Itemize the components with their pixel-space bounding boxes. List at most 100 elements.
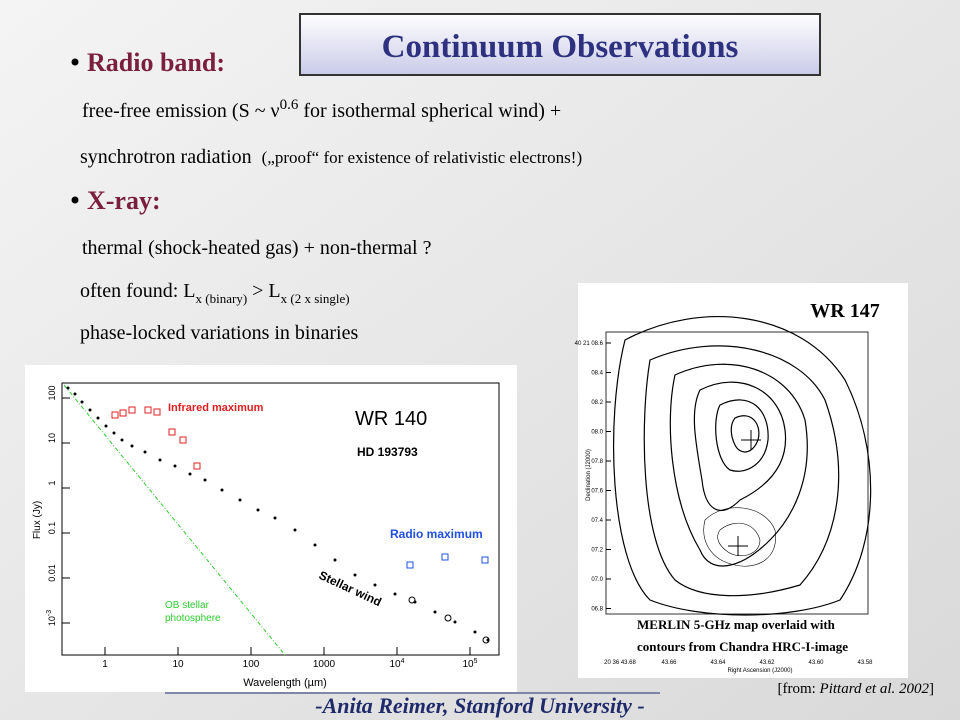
text: often found: L: [80, 280, 196, 302]
label: HD 193793: [357, 445, 418, 459]
tick-label: 43.64: [710, 660, 726, 666]
flux-point: [80, 400, 84, 404]
axis-label: Right Ascension (J2000): [727, 668, 792, 674]
tick-base: 10: [462, 659, 474, 670]
tick-label: 07.0: [591, 577, 603, 583]
subscript: x (binary): [196, 291, 248, 306]
figure-wr147: WR 147 Declination (J2000) Right Ascensi…: [575, 283, 908, 678]
radio-obs: [482, 636, 490, 644]
text: free-free emission (S ~ ν: [82, 100, 280, 122]
flux-point: [333, 558, 337, 562]
caption: MERLIN 5-GHz map overlaid with: [637, 617, 836, 632]
radio-obs: [444, 614, 452, 622]
flux-point: [88, 408, 92, 412]
tick-label: 104: [389, 658, 404, 670]
flux-point: [353, 573, 357, 577]
tick-label: 1: [102, 659, 108, 670]
heading: Radio band:: [87, 48, 225, 77]
superscript: 0.6: [280, 97, 299, 113]
tick-label: 07.8: [591, 459, 603, 465]
text: ]: [929, 681, 934, 697]
bullet: [71, 58, 79, 66]
tick-label: 0.01: [47, 564, 57, 582]
label: OB stellar: [165, 600, 210, 611]
flux-point: [220, 488, 224, 492]
flux-point: [393, 592, 397, 596]
footer: -Anita Reimer, Stanford University -: [315, 693, 644, 718]
ir-point: [111, 411, 119, 419]
flux-point: [273, 516, 277, 520]
axis-label: Wavelength (µm): [243, 677, 327, 689]
tick-label: 08.2: [591, 400, 603, 406]
tick-label: 100: [243, 659, 260, 670]
tick-label: 43.62: [759, 660, 775, 666]
text: („proof“ for existence of relativistic e…: [262, 148, 583, 167]
label: WR 140: [355, 408, 427, 430]
flux-point: [112, 431, 116, 435]
tick-label: 1000: [313, 659, 336, 670]
radio-obs: [408, 596, 416, 604]
text: for isothermal spherical wind) +: [298, 100, 561, 122]
tick-label: 10: [172, 659, 184, 670]
ir-point: [144, 406, 152, 414]
figure-bg: [578, 283, 908, 678]
flux-point: [256, 508, 260, 512]
text: [from:: [777, 681, 819, 697]
bullet: [71, 196, 79, 204]
flux-point: [413, 600, 417, 604]
flux-point: [238, 498, 242, 502]
label: Infrared maximum: [168, 402, 264, 414]
tick-label: 08.4: [591, 371, 603, 377]
flux-point: [130, 444, 134, 448]
flux-point: [373, 583, 377, 587]
radio-point: [441, 553, 449, 561]
text-line: free-free emission (S ~ ν0.6 for isother…: [82, 97, 561, 122]
flux-point: [96, 416, 100, 420]
slide-title: Continuum Observations: [382, 29, 739, 65]
tick-label: 07.4: [591, 518, 603, 524]
tick-label: 0.1: [47, 522, 57, 535]
tick-label: 1: [47, 480, 57, 485]
tick-label: 20 36 43.68: [604, 660, 636, 666]
flux-point: [173, 464, 177, 468]
radio-point: [481, 556, 489, 564]
text: > L: [247, 280, 281, 302]
flux-point: [453, 620, 457, 624]
text: synchrotron radiation: [80, 146, 252, 168]
tick-label: 105: [462, 658, 477, 670]
flux-point: [313, 543, 317, 547]
tick-label: 100: [47, 385, 57, 400]
tick-label: 10: [47, 433, 57, 443]
label: photosphere: [165, 613, 221, 624]
figure-title: WR 147: [810, 300, 879, 322]
flux-point: [73, 392, 77, 396]
heading: X-ray:: [87, 186, 161, 215]
photosphere-line: [63, 384, 286, 656]
figure-wr140: Infrared maximum WR 140 HD 193793 Radio …: [25, 365, 517, 692]
plot-frame: [61, 382, 500, 656]
text-line: often found: Lx (binary) > Lx (2 x singl…: [80, 280, 350, 306]
text-line: synchrotron radiation („proof“ for existe…: [80, 146, 582, 168]
flux-point: [473, 630, 477, 634]
ir-point: [193, 462, 201, 470]
tick-label: 43.60: [808, 660, 824, 666]
flux-point: [143, 450, 147, 454]
tick-label: 06.8: [591, 607, 603, 613]
tick-exponent: -3: [46, 610, 53, 616]
ir-point: [179, 436, 187, 444]
tick-label: 07.2: [591, 548, 603, 554]
axis-label: Flux (Jy): [32, 501, 43, 539]
text-line: phase-locked variations in binaries: [80, 322, 358, 344]
text: Pittard et al. 2002: [819, 681, 930, 697]
ir-point: [119, 409, 127, 417]
text-line: thermal (shock-heated gas) + non-thermal…: [82, 237, 432, 259]
flux-point: [293, 528, 297, 532]
caption: contours from Chandra HRC-I-image: [637, 639, 848, 654]
axis-label: Declination (J2000): [586, 449, 592, 501]
cross-markers: [728, 430, 761, 556]
radio-point: [406, 561, 414, 569]
plot-frame: [605, 331, 869, 615]
ir-point: [168, 428, 176, 436]
tick-label: 43.58: [857, 660, 873, 666]
